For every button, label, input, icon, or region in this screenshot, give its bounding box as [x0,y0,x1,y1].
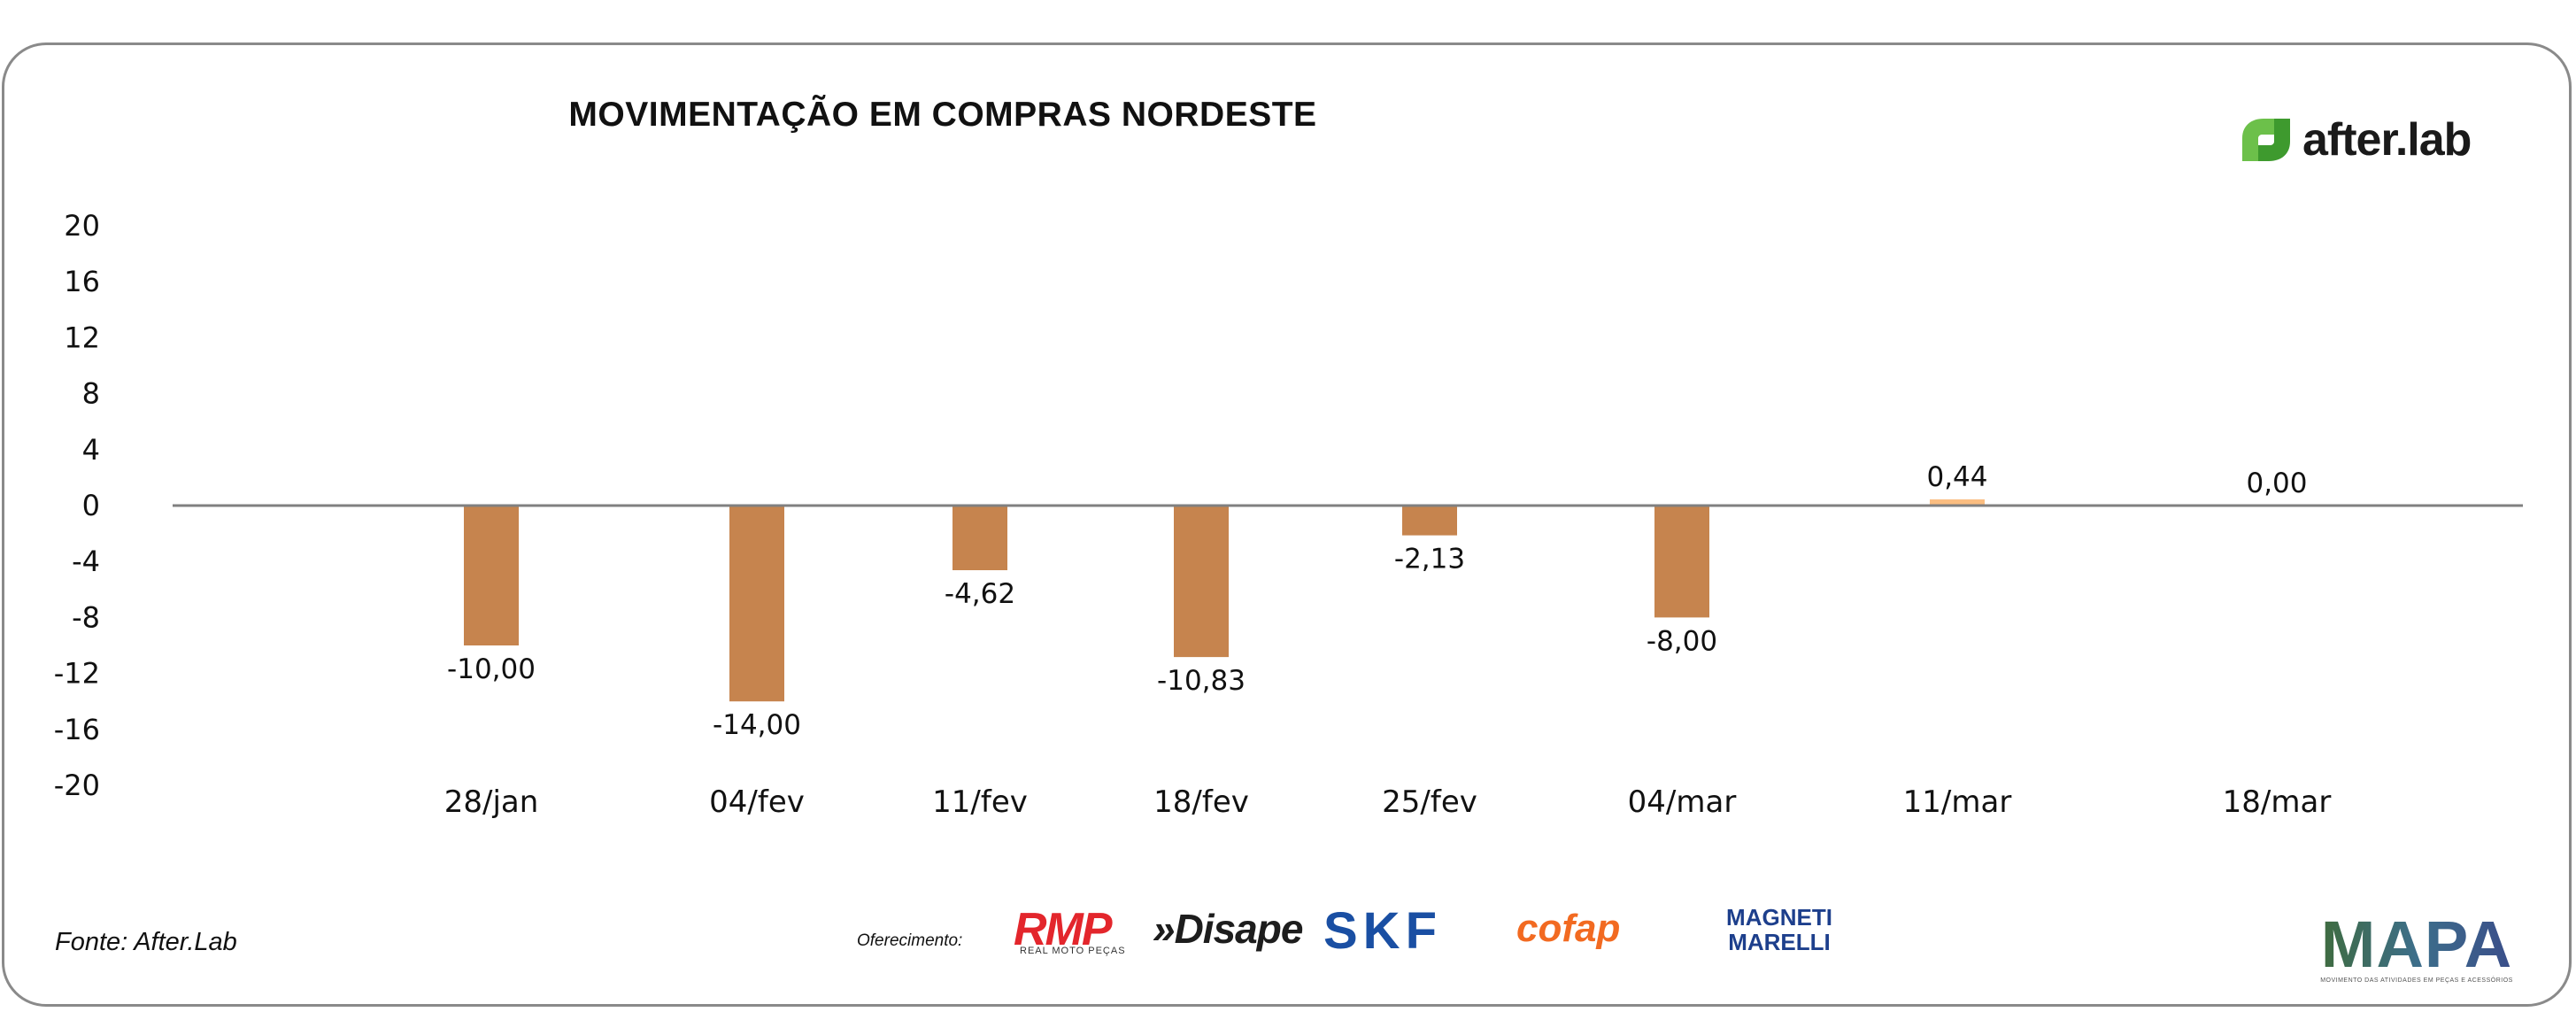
y-tick-label: -16 [54,713,100,746]
y-tick-label: -20 [54,769,100,802]
rmp-logo: RMP [1014,904,1113,955]
x-tick-label: 04/fev [709,784,805,820]
y-axis: 20 16 12 8 4 0 -4 -8 -12 -16 -20 [54,209,100,802]
bar-04/mar [1654,506,1709,618]
data-label: 0,44 [1926,461,1987,493]
y-tick-label: 0 [82,489,100,522]
data-label: -8,00 [1647,625,1717,657]
data-label: -10,00 [447,653,536,685]
data-label: 0,00 [2246,467,2307,499]
x-tick-label: 04/mar [1628,784,1737,820]
y-tick-label: 12 [64,321,100,354]
bar-18/fev [1174,506,1229,658]
sponsor-label: Oferecimento: [857,931,963,950]
bars [464,499,1985,702]
skf-logo: SKF [1323,902,1442,960]
magneti-marelli-logo: MAGNETI MARELLI [1717,905,1841,954]
y-tick-label: 20 [64,209,100,243]
after-lab-brand: after.lab [2235,108,2472,172]
data-label: -2,13 [1394,544,1465,576]
y-tick-label: -8 [72,600,100,634]
rmp-logo-subtitle: REAL MOTO PEÇAS [1020,946,1126,956]
x-tick-label: 11/mar [1903,784,2012,820]
x-tick-label: 18/fev [1153,784,1249,820]
data-label: -4,62 [945,578,1015,610]
data-label: -10,83 [1157,665,1246,697]
y-tick-label: -4 [72,545,100,578]
bar-11/fev [953,506,1007,570]
chart-title: MOVIMENTAÇÃO EM COMPRAS NORDESTE [568,96,1317,134]
brand-name: after.lab [2302,114,2472,166]
after-lab-logo-icon [2242,119,2290,161]
chart-card [2,42,2572,1007]
y-tick-label: -12 [54,657,100,691]
bar-28/jan [464,506,519,645]
y-tick-label: 8 [82,377,100,411]
source-note: Fonte: After.Lab [55,928,237,956]
data-label: -14,00 [713,709,801,741]
x-tick-label: 18/mar [2223,784,2332,820]
data-labels: -10,00 -14,00 -4,62 -10,83 -2,13 -8,00 0,44 0,0… [447,461,2307,741]
y-tick-label: 4 [82,433,100,467]
bar-25/fev [1402,506,1457,536]
x-axis: 28/jan 04/fev 11/fev 18/fev 25/fev 04/mar 11/m… [444,784,2332,820]
mapa-logo-subtitle: MOVIMENTO DAS ATIVIDADES EM PEÇAS E ACES… [2320,977,2513,984]
mapa-logo: MAPA MOVIMENTO DAS ATIVIDADES EM PEÇAS E… [2315,912,2518,985]
magneti-marelli-text: MAGNETI MARELLI [1726,904,1832,955]
bar-04/fev [729,506,784,702]
y-tick-label: 16 [64,265,100,298]
disape-logo: »Disape [1153,906,1303,952]
x-tick-label: 28/jan [444,784,539,820]
mapa-logo-text: MAPA [2315,912,2518,977]
x-tick-label: 11/fev [932,784,1028,820]
x-tick-label: 25/fev [1382,784,1477,820]
cofap-logo: cofap [1516,907,1621,950]
bar-11/mar [1930,499,1985,506]
